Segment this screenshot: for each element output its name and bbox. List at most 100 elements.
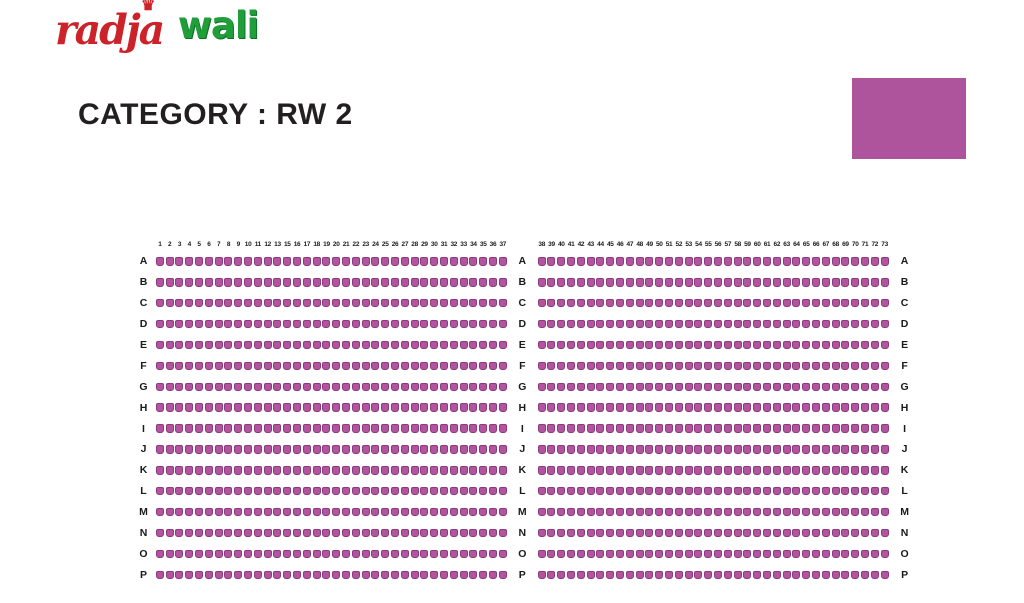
seat[interactable] <box>860 486 869 496</box>
seat[interactable] <box>645 319 654 329</box>
seat[interactable] <box>420 278 429 287</box>
seat[interactable] <box>537 403 546 412</box>
seat[interactable] <box>733 424 742 433</box>
seat[interactable] <box>391 486 400 496</box>
seat[interactable] <box>831 445 840 454</box>
seat[interactable] <box>488 570 497 580</box>
seat[interactable] <box>371 257 380 266</box>
seat[interactable] <box>263 257 272 266</box>
seat[interactable] <box>625 278 634 287</box>
seat[interactable] <box>870 549 879 559</box>
seat[interactable] <box>625 424 634 433</box>
seat[interactable] <box>596 486 605 496</box>
seat[interactable] <box>723 549 732 559</box>
seat[interactable] <box>723 403 732 412</box>
seat[interactable] <box>283 257 292 266</box>
seat[interactable] <box>576 382 585 392</box>
seat[interactable] <box>449 319 458 329</box>
seat[interactable] <box>391 528 400 538</box>
seat[interactable] <box>293 319 302 329</box>
seat[interactable] <box>322 319 331 329</box>
seat[interactable] <box>576 528 585 538</box>
seat[interactable] <box>459 278 468 287</box>
seat[interactable] <box>576 361 585 371</box>
seat[interactable] <box>537 257 546 266</box>
seat[interactable] <box>371 570 380 580</box>
seat[interactable] <box>821 257 830 266</box>
seat[interactable] <box>802 382 811 392</box>
seat[interactable] <box>410 507 419 517</box>
seat[interactable] <box>371 403 380 412</box>
seat[interactable] <box>851 403 860 412</box>
seat[interactable] <box>351 570 360 580</box>
seat[interactable] <box>195 278 204 287</box>
seat[interactable] <box>743 486 752 496</box>
seat[interactable] <box>204 549 213 559</box>
seat[interactable] <box>273 340 282 350</box>
seat[interactable] <box>175 278 184 287</box>
seat[interactable] <box>322 257 331 266</box>
seat[interactable] <box>792 570 801 580</box>
seat[interactable] <box>342 528 351 538</box>
seat[interactable] <box>684 528 693 538</box>
seat[interactable] <box>440 340 448 350</box>
seat[interactable] <box>498 257 507 266</box>
seat[interactable] <box>342 361 351 371</box>
seat[interactable] <box>214 528 223 538</box>
seat[interactable] <box>655 528 664 538</box>
seat[interactable] <box>332 361 341 371</box>
seat[interactable] <box>234 403 243 412</box>
seat[interactable] <box>224 278 233 287</box>
seat[interactable] <box>175 424 184 433</box>
seat[interactable] <box>723 570 732 580</box>
seat[interactable] <box>430 466 439 475</box>
seat[interactable] <box>753 403 762 412</box>
seat[interactable] <box>743 528 752 538</box>
seat[interactable] <box>792 257 801 266</box>
seat[interactable] <box>244 278 253 287</box>
seat[interactable] <box>625 298 634 308</box>
seat[interactable] <box>606 319 615 329</box>
seat[interactable] <box>488 486 497 496</box>
seat[interactable] <box>645 486 654 496</box>
seat[interactable] <box>645 507 654 517</box>
seat[interactable] <box>625 319 634 329</box>
seat[interactable] <box>244 361 253 371</box>
seat[interactable] <box>381 528 390 538</box>
seat[interactable] <box>498 549 507 559</box>
seat[interactable] <box>576 257 585 266</box>
seat[interactable] <box>753 466 762 475</box>
seat[interactable] <box>391 466 400 475</box>
seat[interactable] <box>772 403 781 412</box>
seat[interactable] <box>684 319 693 329</box>
seat[interactable] <box>547 403 556 412</box>
seat[interactable] <box>195 445 204 454</box>
seat[interactable] <box>410 486 419 496</box>
seat[interactable] <box>763 570 772 580</box>
seat[interactable] <box>293 486 302 496</box>
seat[interactable] <box>244 298 253 308</box>
seat[interactable] <box>420 528 429 538</box>
seat[interactable] <box>860 257 869 266</box>
seat[interactable] <box>234 445 243 454</box>
seat[interactable] <box>821 319 830 329</box>
seat[interactable] <box>293 361 302 371</box>
seat[interactable] <box>342 445 351 454</box>
seat[interactable] <box>635 445 644 454</box>
seat[interactable] <box>361 257 370 266</box>
seat[interactable] <box>743 298 752 308</box>
seat[interactable] <box>214 549 223 559</box>
seat[interactable] <box>841 507 850 517</box>
seat[interactable] <box>165 445 174 454</box>
seat[interactable] <box>792 319 801 329</box>
seat[interactable] <box>635 403 644 412</box>
seat[interactable] <box>645 382 654 392</box>
seat[interactable] <box>645 340 654 350</box>
seat[interactable] <box>410 424 419 433</box>
seat[interactable] <box>351 382 360 392</box>
seat[interactable] <box>714 382 723 392</box>
seat[interactable] <box>459 340 468 350</box>
seat[interactable] <box>821 298 830 308</box>
seat[interactable] <box>714 445 723 454</box>
seat[interactable] <box>557 445 566 454</box>
